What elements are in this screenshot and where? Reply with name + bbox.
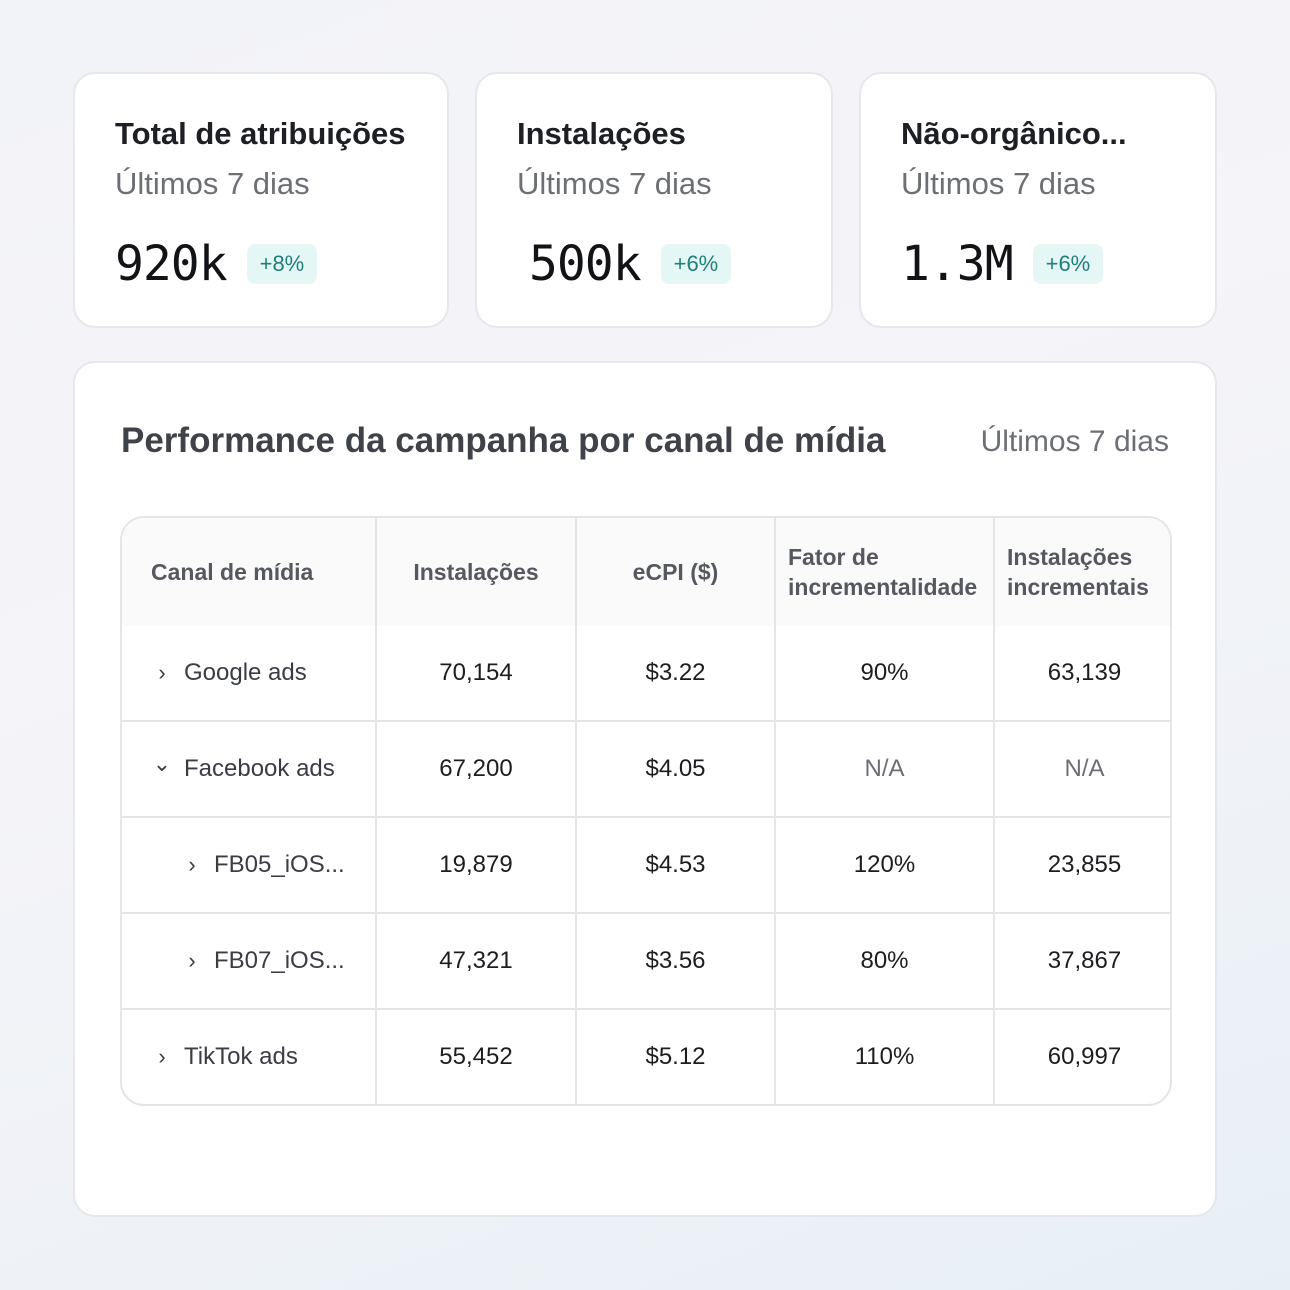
- chevron-down-icon[interactable]: ⌄: [152, 751, 172, 776]
- installs-cell: 19,879: [376, 816, 577, 913]
- column-header-installs[interactable]: Instalações: [376, 518, 577, 626]
- ecpi-cell: $3.56: [576, 912, 776, 1009]
- incremental-cell: 63,139: [1047, 659, 1122, 686]
- channel-cell[interactable]: › FB05_iOS...: [122, 816, 377, 913]
- kpi-title: Não-orgânico...: [901, 116, 1127, 151]
- campaign-performance-panel: Performance da campanha por canal de míd…: [73, 361, 1217, 1217]
- ecpi-cell: $4.53: [576, 816, 776, 913]
- header-line: Instalações: [1007, 544, 1133, 570]
- factor-cell: 110%: [775, 1008, 995, 1104]
- header-line: incrementalidade: [788, 574, 978, 600]
- factor-cell: 90%: [775, 626, 995, 721]
- column-header-incrementality-factor[interactable]: Fator de incrementalidade: [775, 518, 995, 626]
- installs-cell: 70,154: [376, 626, 577, 721]
- table-row[interactable]: › TikTok ads 55,452 $5.12 110% 60,997: [122, 1008, 1170, 1104]
- channel-cell[interactable]: › FB07_iOS...: [122, 912, 377, 1009]
- kpi-title: Total de atribuições: [115, 116, 406, 151]
- factor-cell: 120%: [775, 816, 995, 913]
- header-line: incrementais: [1007, 574, 1149, 600]
- installs-cell: 67,200: [376, 720, 577, 817]
- chevron-right-icon[interactable]: ›: [158, 1044, 166, 1069]
- panel-title: Performance da campanha por canal de míd…: [121, 421, 886, 460]
- kpi-period: Últimos 7 dias: [517, 166, 712, 201]
- change-badge: +8%: [246, 244, 318, 284]
- incremental-cell: N/A: [994, 720, 1170, 817]
- factor-cell: 80%: [775, 912, 995, 1009]
- installs-cell: 47,321: [376, 912, 577, 1009]
- campaign-name: FB07_iOS...: [214, 947, 345, 974]
- ecpi-cell: $4.05: [576, 720, 776, 817]
- channel-cell[interactable]: ⌄ Facebook ads: [122, 720, 377, 817]
- incremental-cell: 37,867: [994, 912, 1170, 1009]
- chevron-right-icon[interactable]: ›: [158, 660, 166, 685]
- table-row[interactable]: › Google ads 70,154 $3.22 90% 63,139: [122, 626, 1170, 721]
- channel-cell[interactable]: › Google ads: [122, 626, 377, 721]
- table-row[interactable]: ⌄ Facebook ads 67,200 $4.05 N/A N/A: [122, 720, 1170, 817]
- channel-name: Google ads: [184, 659, 307, 686]
- column-header-channel[interactable]: Canal de mídia: [122, 518, 377, 626]
- ecpi-cell: $5.12: [576, 1008, 776, 1104]
- channel-name: Facebook ads: [184, 755, 335, 782]
- kpi-period: Últimos 7 dias: [901, 166, 1096, 201]
- kpi-value: 500k: [529, 236, 642, 292]
- installs-cell: 55,452: [376, 1008, 577, 1104]
- kpi-card-non-organic: Não-orgânico... Últimos 7 dias 1.3M +6%: [859, 72, 1217, 328]
- panel-period: Últimos 7 dias: [980, 425, 1169, 458]
- change-badge: +6%: [1032, 244, 1104, 284]
- change-badge: +6%: [660, 244, 732, 284]
- kpi-value: 920k: [115, 236, 228, 292]
- factor-cell: N/A: [775, 720, 995, 817]
- kpi-value: 1.3M: [901, 236, 1014, 292]
- column-header-ecpi[interactable]: eCPI ($): [576, 518, 776, 626]
- kpi-card-total-attributions: Total de atribuições Últimos 7 dias 920k…: [73, 72, 449, 328]
- kpi-title: Instalações: [517, 116, 686, 151]
- column-header-incremental-installs[interactable]: Instalações incrementais: [994, 518, 1170, 626]
- channel-cell[interactable]: › TikTok ads: [122, 1008, 377, 1104]
- incremental-cell: 23,855: [994, 816, 1170, 913]
- channel-name: TikTok ads: [184, 1043, 298, 1070]
- kpi-period: Últimos 7 dias: [115, 166, 310, 201]
- table-row[interactable]: › FB07_iOS... 47,321 $3.56 80% 37,867: [122, 912, 1170, 1009]
- header-line: Fator de: [788, 544, 879, 570]
- chevron-right-icon[interactable]: ›: [188, 948, 196, 973]
- kpi-card-installs: Instalações Últimos 7 dias 500k +6%: [475, 72, 833, 328]
- channel-table: Canal de mídia Instalações eCPI ($) Fato…: [120, 516, 1172, 1106]
- ecpi-cell: $3.22: [576, 626, 776, 721]
- chevron-right-icon[interactable]: ›: [188, 852, 196, 877]
- table-header-row: Canal de mídia Instalações eCPI ($) Fato…: [122, 518, 1170, 626]
- campaign-name: FB05_iOS...: [214, 851, 345, 878]
- table-row[interactable]: › FB05_iOS... 19,879 $4.53 120% 23,855: [122, 816, 1170, 913]
- incremental-cell: 60,997: [994, 1008, 1170, 1104]
